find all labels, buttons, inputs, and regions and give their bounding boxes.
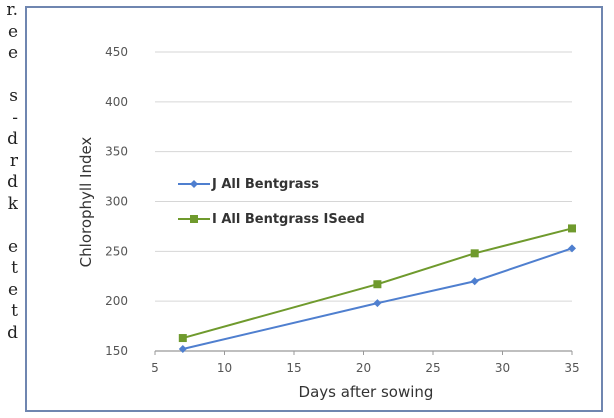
- left-text-line: e: [7, 21, 18, 42]
- y-tick-labels: 150 200 250 300 350 400 450: [105, 45, 128, 358]
- left-text-line: -: [12, 107, 18, 128]
- x-tick-label: 25: [425, 361, 440, 375]
- y-tick-label: 350: [105, 145, 128, 159]
- series-2-point: [568, 224, 576, 233]
- left-text-line: d: [7, 172, 18, 192]
- x-tick-label: 10: [217, 361, 232, 375]
- y-tick-label: 300: [105, 195, 128, 209]
- left-text-line: e: [7, 43, 18, 63]
- grid-lines: [155, 51, 572, 302]
- series-1-point: [373, 299, 382, 308]
- left-margin-text: r. e e s - d r d k e t e t d: [0, 0, 18, 418]
- left-text-line: t: [11, 301, 18, 321]
- left-text-line: s: [9, 86, 18, 106]
- series-line-2: [182, 227, 573, 340]
- series-2-point: [373, 280, 382, 289]
- x-tick-label: 20: [356, 361, 371, 375]
- legend-label-2: I All Bentgrass ISeed: [212, 212, 365, 227]
- left-text-line: k: [7, 193, 18, 214]
- series-2-point: [470, 249, 479, 258]
- x-tick-label: 35: [564, 361, 579, 375]
- series-1-point: [568, 244, 576, 253]
- y-axis-label: Chlorophyll Index: [77, 137, 95, 268]
- x-axis-label: Days after sowing: [299, 383, 434, 401]
- series-1-point: [178, 345, 187, 354]
- left-text-line: d: [7, 129, 18, 149]
- x-tick-label: 30: [495, 361, 510, 375]
- legend-label-1: J All Bentgrass: [211, 177, 319, 192]
- left-text-line: e: [7, 279, 18, 300]
- left-text-line: e: [7, 236, 18, 257]
- y-tick-label: 400: [105, 95, 128, 109]
- series-line-1: [182, 247, 573, 350]
- series-1-point: [470, 277, 479, 286]
- x-tick-label: 5: [151, 361, 159, 375]
- y-tick-label: 150: [105, 344, 128, 358]
- y-tick-label: 200: [105, 294, 128, 308]
- series-layer: [178, 224, 576, 354]
- series-2-point: [178, 334, 187, 343]
- legend: J All Bentgrass I All Bentgrass ISeed: [178, 177, 365, 227]
- left-text-line: r: [9, 150, 18, 171]
- left-text-line: d: [7, 322, 18, 343]
- chart-frame: [25, 6, 603, 412]
- left-text-line: t: [11, 258, 18, 278]
- left-text-line: r.: [6, 0, 18, 20]
- x-tick-labels: 5 10 15 20 25 30 35: [151, 351, 580, 375]
- y-tick-label: 250: [105, 244, 128, 258]
- legend-marker-1: [190, 180, 198, 188]
- legend-marker-2: [190, 215, 198, 223]
- y-tick-label: 450: [105, 45, 128, 59]
- x-tick-label: 15: [286, 361, 301, 375]
